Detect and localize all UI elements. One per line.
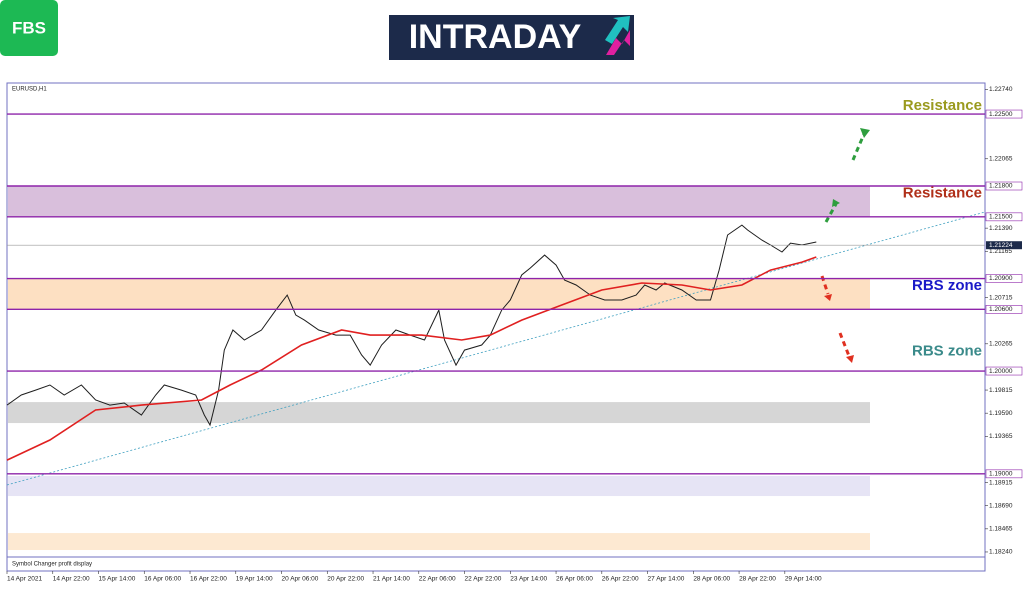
arrowhead [860, 128, 870, 138]
x-tick-label: 26 Apr 06:00 [556, 576, 593, 583]
y-tick-label: 1.19590 [989, 410, 1013, 417]
banner: INTRADAY [409, 18, 582, 56]
level-tag [985, 212, 1023, 222]
x-tick-label: 14 Apr 2021 [7, 576, 42, 583]
y-tick-label: 1.19365 [989, 433, 1013, 440]
level-tag-label: 1.21500 [989, 214, 1013, 221]
indicator-label: Symbol Changer profit display [12, 562, 92, 568]
indicator-panel [6, 556, 986, 572]
y-tick-label: 1.18240 [989, 549, 1013, 556]
zone [8, 402, 870, 424]
x-tick-label: 19 Apr 14:00 [236, 576, 273, 583]
price-line [6, 256, 817, 461]
level-tag-label: 1.20900 [989, 275, 1013, 282]
y-tick-label: 1.21390 [989, 225, 1013, 232]
price-line [6, 224, 817, 427]
x-tick-label: 20 Apr 06:00 [282, 576, 319, 583]
y-tick-label: 1.20265 [989, 341, 1013, 348]
arrowhead [824, 294, 832, 301]
y-tick-label: 1.21165 [989, 248, 1012, 255]
current-price-label: 1.21224 [989, 242, 1013, 249]
x-tick-label: 27 Apr 14:00 [648, 576, 685, 583]
x-tick-label: 28 Apr 22:00 [739, 576, 776, 583]
y-tick-label: 1.22065 [989, 155, 1013, 162]
arrow-down [838, 332, 851, 357]
x-tick-label: 16 Apr 22:00 [190, 576, 227, 583]
level-tag [985, 181, 1023, 191]
level-tag-label: 1.20000 [989, 368, 1013, 375]
y-tick-label: 1.18690 [989, 502, 1013, 509]
level-tag-label: 1.20600 [989, 306, 1013, 313]
annotation: Resistance [903, 184, 982, 201]
symbol: EURUSD,H1 [12, 87, 47, 93]
arrowhead [846, 355, 854, 363]
x-tick-label: 15 Apr 14:00 [99, 576, 136, 583]
annotation: RBS zone [912, 277, 982, 294]
x-tick-label: 14 Apr 22:00 [53, 576, 90, 583]
level-tag-label: 1.21800 [989, 183, 1013, 190]
zone [8, 475, 870, 497]
level-tag-label: 1.22500 [989, 111, 1013, 118]
y-tick-label: 1.20715 [989, 294, 1013, 301]
zone [8, 278, 870, 310]
banner-arrow [605, 16, 630, 44]
level-tag [985, 274, 1023, 283]
level-tag [985, 305, 1023, 314]
x-tick-label: 23 Apr 14:00 [510, 576, 547, 583]
y-tick-label: 1.18465 [989, 526, 1013, 533]
x-tick-label: 16 Apr 06:00 [144, 576, 181, 583]
x-tick-label: 22 Apr 22:00 [465, 576, 502, 583]
y-tick-label: 1.18915 [989, 479, 1013, 486]
y-tick-label: 1.22740 [989, 86, 1013, 93]
banner-arrow [606, 30, 630, 55]
level-tag [985, 469, 1023, 479]
zone [8, 533, 870, 551]
x-tick-label: 20 Apr 22:00 [327, 576, 364, 583]
x-tick-label: 21 Apr 14:00 [373, 576, 410, 583]
trend-line [6, 211, 986, 486]
level-tag-label: 1.19000 [989, 471, 1013, 478]
x-tick-label: 22 Apr 06:00 [419, 576, 456, 583]
x-tick-label: 29 Apr 14:00 [785, 576, 822, 583]
x-tick-label: 26 Apr 22:00 [602, 576, 639, 583]
level-tag [985, 109, 1023, 119]
arrow-up [851, 133, 866, 161]
current-price-tag [986, 241, 1022, 250]
zone [8, 186, 870, 217]
logo: FBS [12, 18, 46, 37]
banner-box [389, 15, 634, 60]
arrowhead [832, 199, 840, 207]
annotation: Resistance [903, 97, 982, 114]
y-tick-label: 1.19815 [989, 387, 1013, 394]
level-tag [985, 366, 1023, 376]
logo-box [0, 0, 58, 56]
x-tick-label: 28 Apr 06:00 [693, 576, 730, 583]
annotation: RBS zone [912, 343, 982, 360]
arrow-up [824, 203, 838, 223]
